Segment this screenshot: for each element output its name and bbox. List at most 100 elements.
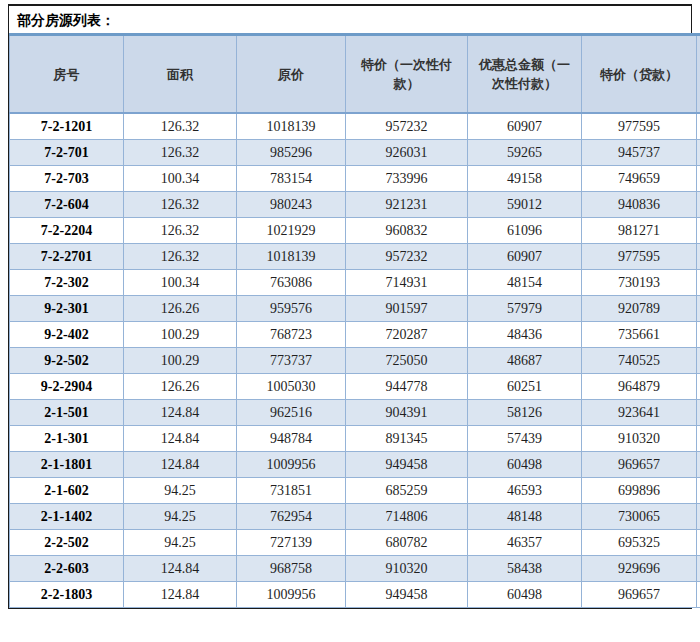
table-row: 2-2-50294.257271396807824635769532531814 (10, 530, 700, 556)
value-cell: 59012 (468, 192, 582, 218)
value-cell: 977595 (582, 113, 697, 140)
table-row: 7-2-302100.34763086714931481547301933289… (10, 270, 700, 296)
room-number-cell: 9-2-502 (10, 348, 124, 374)
value-cell: 48148 (468, 504, 582, 530)
value-cell: 1018139 (237, 244, 346, 270)
value-cell: 48687 (468, 348, 582, 374)
table-row: 9-2-502100.29773737725050486877405253321… (10, 348, 700, 374)
value-cell: 929696 (582, 556, 697, 582)
value-cell: 100.29 (124, 322, 237, 348)
table-row: 9-2-301126.26959576901597579799207893878… (10, 296, 700, 322)
value-cell: 126.32 (124, 244, 237, 270)
header-cell: 原价 (237, 35, 346, 114)
value-cell: 957232 (346, 244, 468, 270)
table-row: 2-2-1803124.8410099569494586049896965740… (10, 582, 700, 608)
value-cell: 40299 (697, 582, 700, 608)
value-cell: 57439 (468, 426, 582, 452)
value-cell: 1018139 (237, 113, 346, 140)
value-cell: 38464 (697, 426, 700, 452)
value-cell: 48154 (468, 270, 582, 296)
value-cell: 40658 (697, 218, 700, 244)
value-cell: 727139 (237, 530, 346, 556)
value-cell: 762954 (237, 504, 346, 530)
header-cell: 优惠总金额（一次性付款） (468, 35, 582, 114)
room-number-cell: 7-2-2204 (10, 218, 124, 244)
room-number-cell: 7-2-604 (10, 192, 124, 218)
table-row: 2-1-301124.84948784891345574399103203846… (10, 426, 700, 452)
value-cell: 1021929 (237, 218, 346, 244)
value-cell: 1009956 (237, 452, 346, 478)
value-cell: 60251 (468, 374, 582, 400)
value-cell: 1005030 (237, 374, 346, 400)
room-number-cell: 7-2-302 (10, 270, 124, 296)
value-cell: 891345 (346, 426, 468, 452)
value-cell: 910320 (582, 426, 697, 452)
value-cell: 126.32 (124, 192, 237, 218)
value-cell: 957232 (346, 113, 468, 140)
table-row: 7-2-1201126.3210181399572326090797759540… (10, 113, 700, 140)
value-cell: 38787 (697, 296, 700, 322)
table-row: 7-2-703100.34783154733996491587496593349… (10, 166, 700, 192)
value-cell: 940836 (582, 192, 697, 218)
value-cell: 124.84 (124, 582, 237, 608)
value-cell: 901597 (346, 296, 468, 322)
value-cell: 685259 (346, 478, 468, 504)
value-cell: 730193 (582, 270, 697, 296)
table-row: 2-2-603124.84968758910320584389296963906… (10, 556, 700, 582)
table-row: 2-1-140294.25762954714806481487300653288… (10, 504, 700, 530)
value-cell: 904391 (346, 400, 468, 426)
value-cell: 31814 (697, 530, 700, 556)
listing-frame: 部分房源列表： 房号面积原价特价（一次性付款）优惠总金额（一次性付款）特价（贷款… (8, 4, 692, 609)
value-cell: 33212 (697, 348, 700, 374)
value-cell: 32889 (697, 504, 700, 530)
table-row: 2-1-501124.84962516904391581269236413887… (10, 400, 700, 426)
value-cell: 730065 (582, 504, 697, 530)
value-cell: 48436 (468, 322, 582, 348)
value-cell: 735661 (582, 322, 697, 348)
value-cell: 981271 (582, 218, 697, 244)
value-cell: 126.26 (124, 374, 237, 400)
table-row: 7-2-2204126.3210219299608326109698127140… (10, 218, 700, 244)
value-cell: 40299 (697, 452, 700, 478)
value-cell: 985296 (237, 140, 346, 166)
value-cell: 948784 (237, 426, 346, 452)
header-cell: 优惠总金额（贷款） (697, 35, 700, 114)
room-number-cell: 2-1-1801 (10, 452, 124, 478)
value-cell: 39407 (697, 192, 700, 218)
table-row: 9-2-402100.29768723720287484367356613306… (10, 322, 700, 348)
value-cell: 695325 (582, 530, 697, 556)
value-cell: 964879 (582, 374, 697, 400)
value-cell: 39559 (697, 140, 700, 166)
value-cell: 945737 (582, 140, 697, 166)
value-cell: 58126 (468, 400, 582, 426)
value-cell: 124.84 (124, 556, 237, 582)
value-cell: 733996 (346, 166, 468, 192)
value-cell: 60498 (468, 582, 582, 608)
value-cell: 763086 (237, 270, 346, 296)
value-cell: 962516 (237, 400, 346, 426)
value-cell: 61096 (468, 218, 582, 244)
value-cell: 680782 (346, 530, 468, 556)
value-cell: 768723 (237, 322, 346, 348)
value-cell: 100.29 (124, 348, 237, 374)
value-cell: 126.32 (124, 113, 237, 140)
value-cell: 714931 (346, 270, 468, 296)
value-cell: 60907 (468, 244, 582, 270)
value-cell: 126.32 (124, 218, 237, 244)
table-row: 7-2-2701126.3210181399572326090797759540… (10, 244, 700, 270)
value-cell: 57979 (468, 296, 582, 322)
room-number-cell: 9-2-402 (10, 322, 124, 348)
value-cell: 980243 (237, 192, 346, 218)
value-cell: 126.26 (124, 296, 237, 322)
value-cell: 58438 (468, 556, 582, 582)
room-number-cell: 7-2-2701 (10, 244, 124, 270)
value-cell: 944778 (346, 374, 468, 400)
table-body: 7-2-1201126.3210181399572326090797759540… (10, 113, 700, 608)
header-cell: 房号 (10, 35, 124, 114)
value-cell: 949458 (346, 582, 468, 608)
value-cell: 749659 (582, 166, 697, 192)
value-cell: 921231 (346, 192, 468, 218)
value-cell: 740525 (582, 348, 697, 374)
value-cell: 731851 (237, 478, 346, 504)
value-cell: 977595 (582, 244, 697, 270)
